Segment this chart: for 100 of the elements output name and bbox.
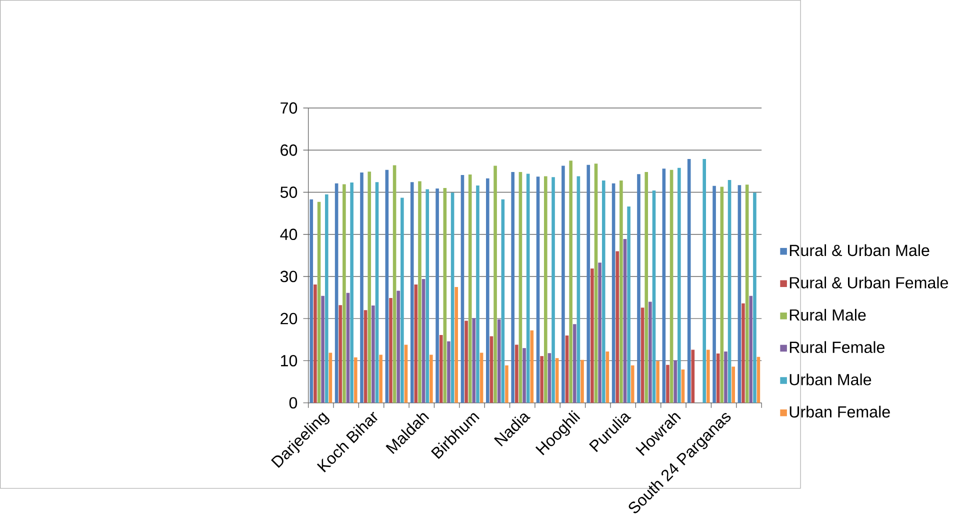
bar <box>548 353 552 404</box>
bar <box>702 159 706 404</box>
bar <box>511 172 514 404</box>
bar <box>430 355 433 404</box>
bar <box>594 164 598 404</box>
bar <box>606 352 610 404</box>
bar <box>422 279 426 404</box>
bar <box>652 190 656 404</box>
bar <box>375 182 379 404</box>
bar <box>392 165 396 404</box>
y-tick-label: 70 <box>280 102 298 114</box>
bar <box>742 304 745 404</box>
y-tick-label: 40 <box>280 228 298 240</box>
bar <box>497 320 501 404</box>
y-tick-label: 0 <box>289 397 298 409</box>
bar <box>687 159 691 404</box>
bar <box>436 188 439 404</box>
bar <box>728 180 732 404</box>
bar <box>368 172 372 404</box>
bar <box>443 188 447 404</box>
legend-label: Rural & Urban Female <box>790 276 948 289</box>
bar <box>505 366 508 404</box>
bar <box>540 356 544 404</box>
bar <box>404 344 408 404</box>
legend-label: Urban Male <box>790 374 872 386</box>
bar <box>426 189 430 404</box>
bar <box>410 182 414 404</box>
y-tick-label: 10 <box>281 355 298 367</box>
bar <box>310 200 314 404</box>
bar <box>586 165 590 404</box>
bar <box>494 166 497 404</box>
bar <box>691 350 695 404</box>
bar <box>738 185 742 404</box>
bar <box>602 180 606 404</box>
bar <box>637 174 640 404</box>
legend-label: Rural Male <box>790 309 866 321</box>
bar <box>476 186 480 404</box>
bar <box>490 336 494 404</box>
bar <box>338 305 342 404</box>
bar <box>486 178 490 404</box>
bar <box>514 344 518 404</box>
bar <box>712 186 716 404</box>
bar <box>616 251 620 404</box>
bar <box>321 296 324 404</box>
bar <box>522 348 526 404</box>
y-tick-label: 30 <box>280 270 298 282</box>
bar <box>640 308 644 404</box>
bar <box>464 320 468 404</box>
bar <box>324 194 328 404</box>
bar <box>572 324 576 404</box>
bar <box>562 166 565 404</box>
bar <box>328 352 332 404</box>
bar <box>576 176 580 404</box>
y-tick-label: 50 <box>280 186 298 198</box>
bar <box>569 160 572 404</box>
bar <box>623 239 627 404</box>
bar <box>580 360 584 404</box>
bar <box>670 170 674 404</box>
bar <box>518 172 522 404</box>
bar <box>732 366 735 404</box>
bar <box>565 336 569 404</box>
bar <box>468 174 472 404</box>
bar <box>756 357 760 404</box>
bar <box>400 198 404 404</box>
bar <box>678 168 681 404</box>
legend-label: Rural Female <box>790 341 884 354</box>
legend-label: Urban Female <box>790 406 890 418</box>
bar <box>745 184 749 404</box>
bar <box>612 184 616 404</box>
bar <box>716 354 720 404</box>
bar <box>674 360 678 404</box>
bar <box>396 290 400 404</box>
bar <box>720 186 724 404</box>
bar <box>334 184 338 404</box>
bar <box>753 192 756 404</box>
bar <box>480 352 484 404</box>
bar <box>342 184 346 404</box>
bar <box>385 170 389 404</box>
bar <box>317 202 321 404</box>
bar <box>644 172 648 404</box>
bar <box>630 366 634 404</box>
bar <box>681 370 685 404</box>
bar <box>350 182 354 404</box>
bar <box>439 335 443 404</box>
bar <box>314 284 317 404</box>
bar <box>447 342 450 404</box>
bar <box>460 175 464 404</box>
bar <box>472 318 476 404</box>
bar <box>656 361 660 404</box>
bar <box>379 355 382 404</box>
bar <box>450 192 454 404</box>
bar <box>414 284 418 404</box>
bar <box>648 302 652 404</box>
bar <box>526 174 530 404</box>
bar <box>590 268 594 404</box>
bar <box>555 358 559 404</box>
bar <box>364 310 368 404</box>
bar <box>666 365 670 404</box>
bar <box>627 206 630 404</box>
bar <box>749 296 753 404</box>
